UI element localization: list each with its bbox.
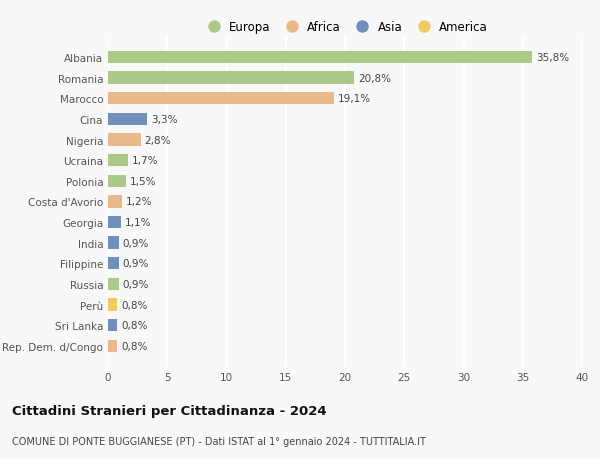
Text: 0,9%: 0,9% [122, 279, 149, 289]
Bar [108, 340, 118, 352]
Text: 1,5%: 1,5% [130, 176, 156, 186]
Bar [108, 299, 118, 311]
Bar [108, 134, 141, 146]
Text: 0,9%: 0,9% [122, 259, 149, 269]
Text: 35,8%: 35,8% [536, 53, 569, 63]
Text: 0,8%: 0,8% [121, 300, 148, 310]
Text: Cittadini Stranieri per Cittadinanza - 2024: Cittadini Stranieri per Cittadinanza - 2… [12, 404, 326, 417]
Bar [108, 175, 126, 188]
Bar [108, 155, 128, 167]
Text: 2,8%: 2,8% [145, 135, 171, 145]
Text: 20,8%: 20,8% [358, 73, 391, 84]
Bar [108, 93, 334, 105]
Bar [108, 319, 118, 331]
Bar [108, 257, 119, 270]
Text: 0,8%: 0,8% [121, 341, 148, 351]
Text: 19,1%: 19,1% [338, 94, 371, 104]
Text: 0,8%: 0,8% [121, 320, 148, 330]
Bar [108, 52, 532, 64]
Text: 0,9%: 0,9% [122, 238, 149, 248]
Bar [108, 216, 121, 229]
Text: 3,3%: 3,3% [151, 115, 177, 125]
Bar [108, 196, 122, 208]
Text: 1,1%: 1,1% [125, 218, 151, 228]
Text: COMUNE DI PONTE BUGGIANESE (PT) - Dati ISTAT al 1° gennaio 2024 - TUTTITALIA.IT: COMUNE DI PONTE BUGGIANESE (PT) - Dati I… [12, 436, 426, 446]
Bar [108, 113, 147, 126]
Text: 1,2%: 1,2% [126, 197, 152, 207]
Text: 1,7%: 1,7% [132, 156, 158, 166]
Bar [108, 73, 355, 84]
Legend: Europa, Africa, Asia, America: Europa, Africa, Asia, America [197, 16, 493, 39]
Bar [108, 237, 119, 249]
Bar [108, 278, 119, 291]
